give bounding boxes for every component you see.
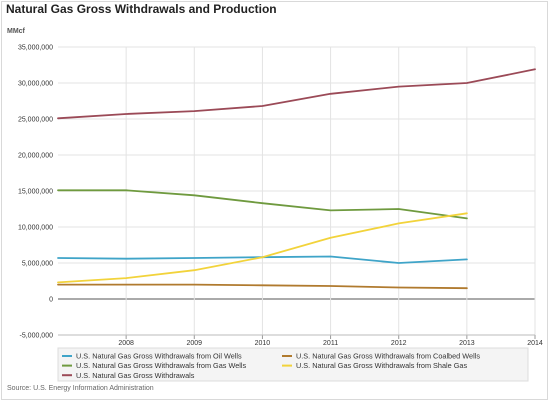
y-tick-label: 0 xyxy=(49,297,53,304)
x-tick-label: 2010 xyxy=(255,340,271,347)
y-unit-label: MMcf xyxy=(7,28,25,35)
y-tick-label: 30,000,000 xyxy=(18,81,53,88)
legend-label-1: U.S. Natural Gas Gross Withdrawals from … xyxy=(296,352,480,361)
x-tick-label: 2008 xyxy=(118,340,134,347)
x-tick-label: 2014 xyxy=(527,340,543,347)
legend-box xyxy=(57,347,529,382)
y-tick-label: 25,000,000 xyxy=(18,117,53,124)
y-tick-label: 10,000,000 xyxy=(18,225,53,232)
series-line-1 xyxy=(57,283,468,290)
x-tick-label: 2013 xyxy=(459,340,475,347)
x-tick-label: 2011 xyxy=(323,340,338,347)
series-line-2 xyxy=(57,189,468,220)
series-line-3 xyxy=(57,212,468,284)
y-tick-label: -5,000,000 xyxy=(20,333,54,340)
y-tick-label: 15,000,000 xyxy=(18,189,53,196)
source-note: Source: U.S. Energy Information Administ… xyxy=(7,385,154,392)
y-tick-label: 20,000,000 xyxy=(18,153,53,160)
x-tick-label: 2009 xyxy=(186,340,202,347)
legend-label-3: U.S. Natural Gas Gross Withdrawals from … xyxy=(296,361,467,370)
chart-title: Natural Gas Gross Withdrawals and Produc… xyxy=(6,2,277,16)
legend-label-2: U.S. Natural Gas Gross Withdrawals from … xyxy=(76,361,247,370)
y-tick-label: 5,000,000 xyxy=(22,261,53,268)
x-tick-label: 2012 xyxy=(391,340,407,347)
legend-label-4: U.S. Natural Gas Gross Withdrawals xyxy=(76,371,195,380)
y-tick-label: 35,000,000 xyxy=(18,45,53,52)
series-line-4 xyxy=(57,68,536,120)
legend-label-0: U.S. Natural Gas Gross Withdrawals from … xyxy=(76,352,242,361)
